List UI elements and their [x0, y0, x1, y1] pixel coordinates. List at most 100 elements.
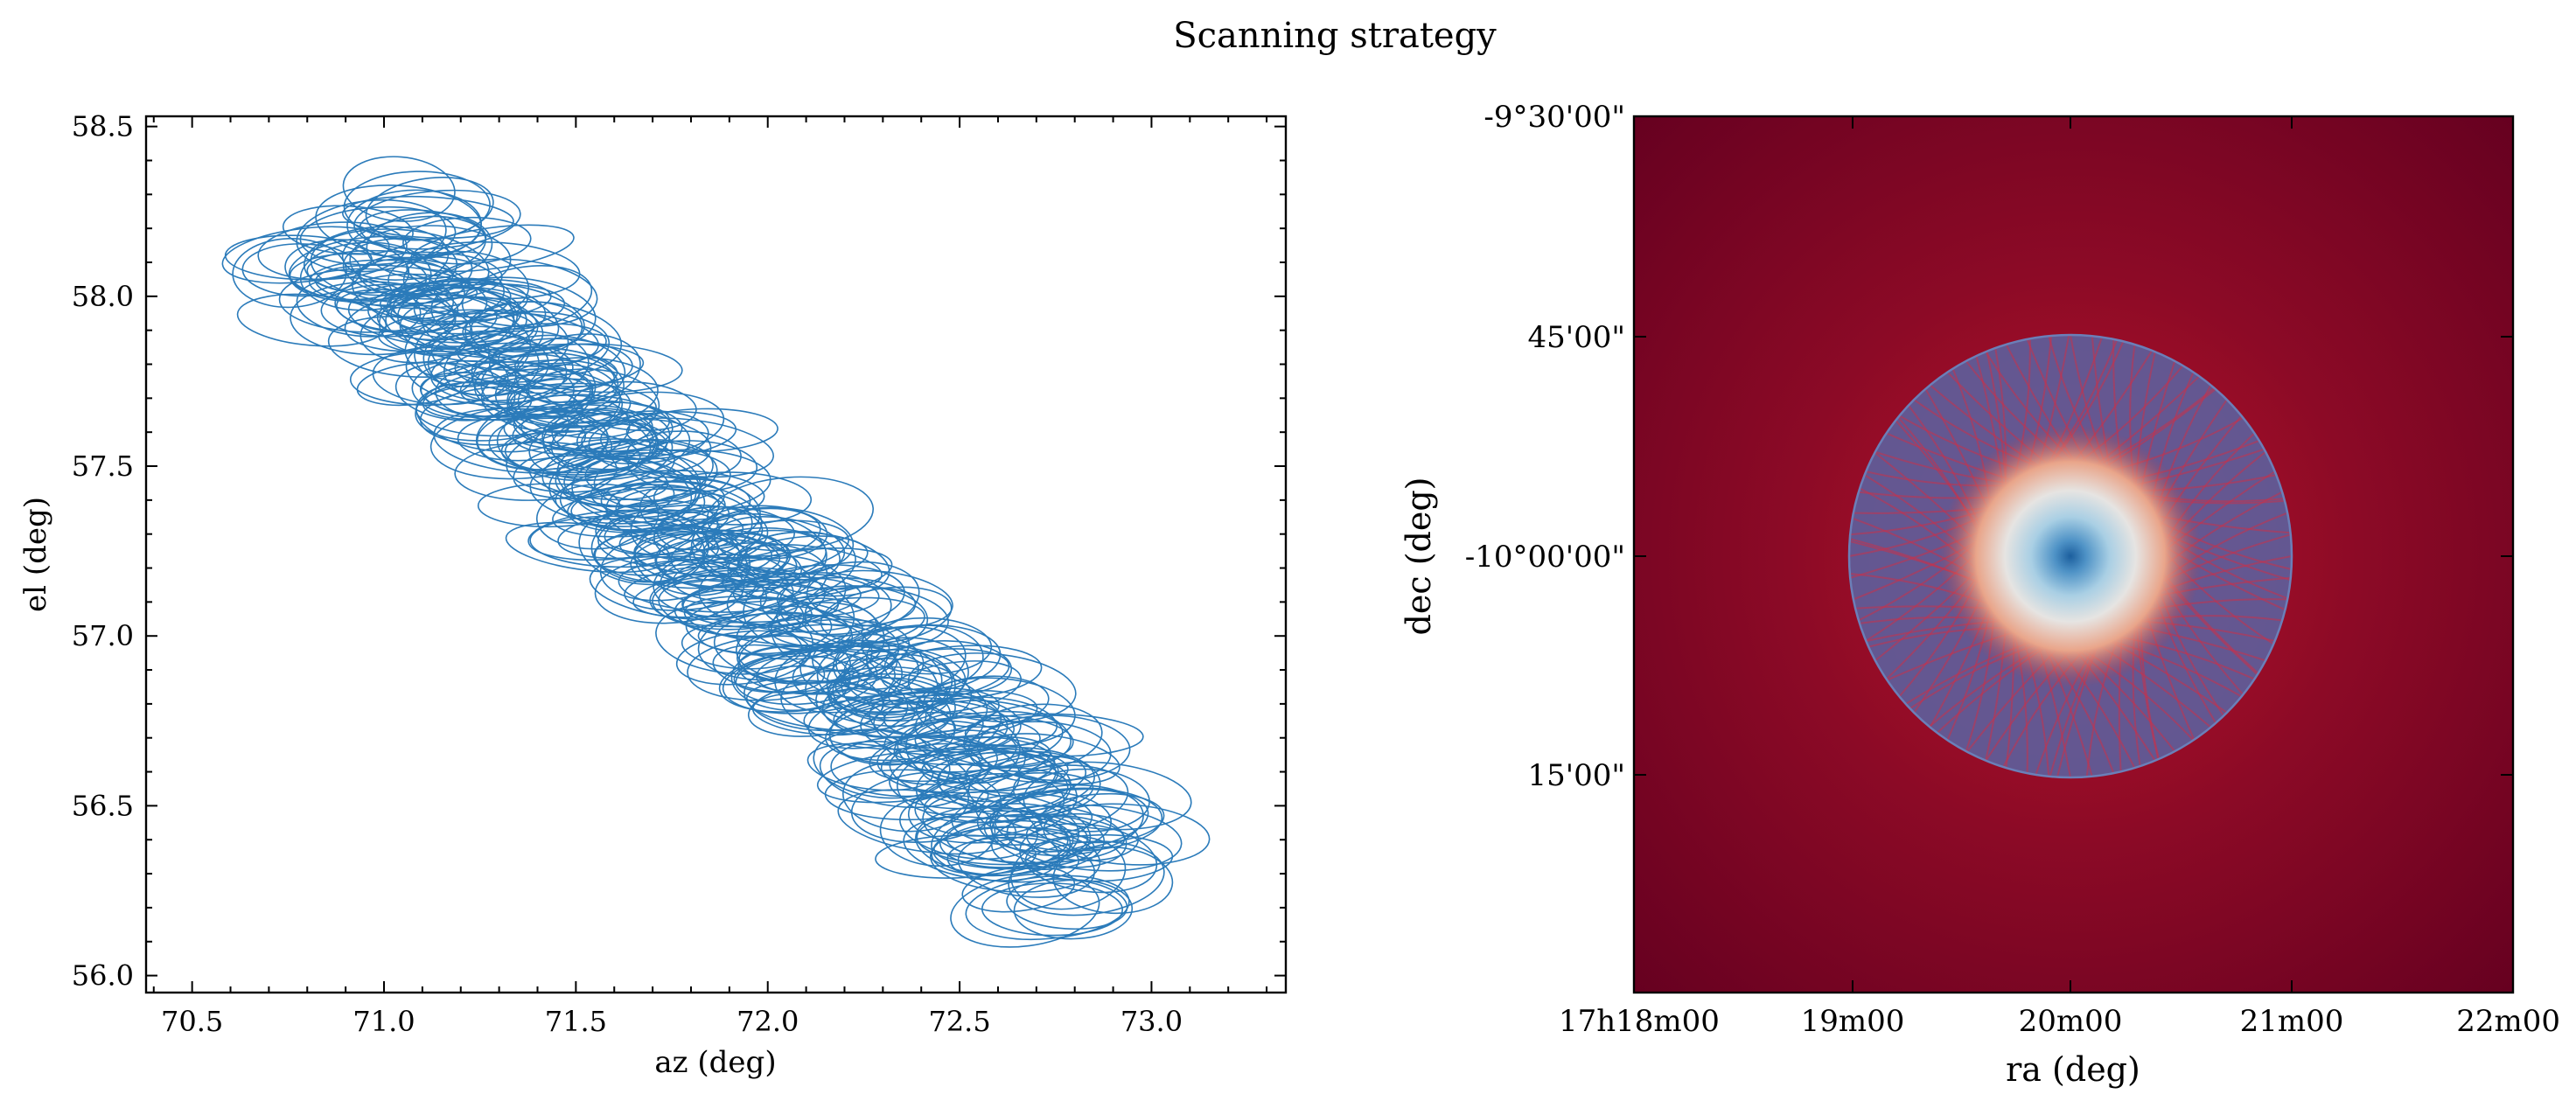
scan-ellipse	[504, 429, 641, 478]
source-core	[1939, 425, 2202, 687]
scan-ellipse	[513, 438, 675, 499]
y-tick-label: 58.5	[72, 110, 134, 143]
scan-ellipse	[409, 224, 575, 273]
scan-ellipse	[541, 408, 659, 470]
scan-ellipse	[806, 742, 934, 791]
scan-ellipse	[555, 438, 714, 507]
scan-ellipse	[850, 771, 1002, 843]
scan-ellipse	[372, 346, 509, 406]
scan-ellipse	[653, 471, 813, 526]
scan-ellipse	[480, 368, 624, 434]
scan-ellipse	[563, 449, 731, 508]
x-tick-label: 71.0	[353, 1005, 415, 1038]
scan-ellipse	[824, 769, 989, 821]
scan-ellipse	[278, 268, 455, 333]
scan-ellipse	[1043, 803, 1211, 866]
scan-ellipse	[1052, 846, 1174, 915]
y-tick-label: 57.0	[72, 619, 134, 652]
scan-ellipse	[813, 728, 951, 799]
scan-ellipse	[967, 721, 1112, 784]
scan-ellipse	[914, 773, 1065, 837]
scan-ellipse	[759, 572, 892, 636]
y-tick-label: 58.0	[72, 280, 134, 313]
scan-ellipse	[334, 273, 488, 333]
scan-ellipse	[820, 586, 953, 645]
scan-ellipse	[907, 767, 1078, 844]
scan-ellipse-panel: 70.5 71.0 71.5 72.0 72.5 73.0 56.0 56.5 57.0 57.5…	[18, 110, 1288, 1080]
left-axis-ticks	[146, 116, 1286, 993]
scan-ellipse	[816, 641, 943, 714]
scan-ellipse	[931, 819, 1069, 875]
scan-ellipse	[738, 624, 890, 685]
scan-ellipse	[733, 645, 897, 693]
scan-ellipse	[976, 791, 1112, 853]
scan-ellipse	[963, 703, 1103, 773]
ra-tick-label: 20m00	[2019, 1004, 2123, 1039]
scan-boundary	[1847, 333, 2293, 779]
sky-map-panel: 17h18m00 19m00 20m00 21m00 22m00 -9°30'00" 45'…	[1400, 100, 2560, 1089]
scan-ellipse	[347, 282, 527, 347]
dec-tick-label: 45'00"	[1527, 320, 1625, 355]
scan-ellipse	[687, 635, 851, 701]
scan-ellipse	[503, 404, 653, 451]
scan-ellipse	[1012, 761, 1192, 831]
scan-ellipse	[730, 645, 851, 712]
figure-title: Scanning strategy	[1173, 16, 1497, 56]
scan-ellipse	[704, 506, 855, 575]
scan-ellipse	[443, 330, 590, 404]
right-x-axis-label: ra (deg)	[2006, 1050, 2140, 1089]
ra-tick-label: 22m00	[2456, 1004, 2560, 1039]
scan-ellipse	[981, 882, 1123, 937]
scan-ellipse	[572, 380, 697, 432]
scan-ellipse	[430, 310, 611, 383]
y-tick-label: 56.0	[72, 959, 134, 993]
scan-ellipse	[1008, 840, 1165, 916]
scan-ellipse	[690, 512, 827, 589]
scan-ellipse	[685, 597, 833, 655]
y-tick-label: 57.5	[72, 449, 134, 483]
scan-ellipse	[736, 544, 883, 590]
scan-ellipse	[625, 408, 778, 453]
scan-ellipse	[929, 826, 1101, 893]
scan-ellipse	[974, 764, 1129, 836]
scan-ellipse	[529, 515, 703, 568]
scan-ellipse	[1006, 804, 1183, 872]
scan-ellipse	[517, 368, 660, 439]
scan-ellipse	[390, 283, 566, 335]
right-axis-ticks	[1633, 115, 2514, 993]
right-axis-tick-labels: 17h18m00 19m00 20m00 21m00 22m00 -9°30'00" 45'…	[1465, 100, 2560, 1039]
scan-ellipse	[860, 694, 1022, 756]
scan-ellipse	[343, 171, 491, 241]
x-tick-label: 73.0	[1120, 1005, 1183, 1038]
scan-ellipse	[990, 815, 1106, 871]
scan-ellipse	[367, 281, 547, 344]
scan-ellipse	[422, 374, 591, 421]
right-y-axis-label: dec (deg)	[1400, 477, 1438, 636]
scan-ellipse	[897, 720, 1026, 784]
scan-ellipse	[983, 788, 1149, 853]
scan-ellipse	[604, 509, 744, 555]
scan-ellipse	[394, 362, 516, 422]
scan-ellipse	[290, 281, 457, 356]
scan-ellipse	[488, 334, 626, 403]
scan-ellipse	[464, 301, 623, 376]
scan-ellipse	[1019, 822, 1158, 894]
scan-ellipse	[907, 652, 1077, 723]
scan-ellipses	[221, 156, 1211, 948]
dec-tick-label: -9°30'00"	[1483, 100, 1625, 135]
ra-tick-label: 21m00	[2240, 1004, 2344, 1039]
right-plot-frame	[1632, 115, 2515, 994]
scan-ellipse	[385, 294, 516, 351]
x-tick-label: 72.0	[736, 1005, 799, 1038]
scan-ellipse	[402, 216, 532, 265]
scan-ellipse	[597, 504, 764, 567]
scan-ellipse	[461, 265, 593, 331]
dec-tick-label: -10°00'00"	[1465, 540, 1625, 575]
left-plot-frame	[144, 115, 1288, 994]
x-tick-label: 72.5	[928, 1005, 990, 1038]
dec-tick-label: 15'00"	[1527, 758, 1625, 793]
scan-ellipse	[299, 206, 457, 266]
x-tick-label: 70.5	[161, 1005, 223, 1038]
scan-ellipse	[965, 875, 1130, 940]
scan-ellipse	[1023, 768, 1150, 833]
